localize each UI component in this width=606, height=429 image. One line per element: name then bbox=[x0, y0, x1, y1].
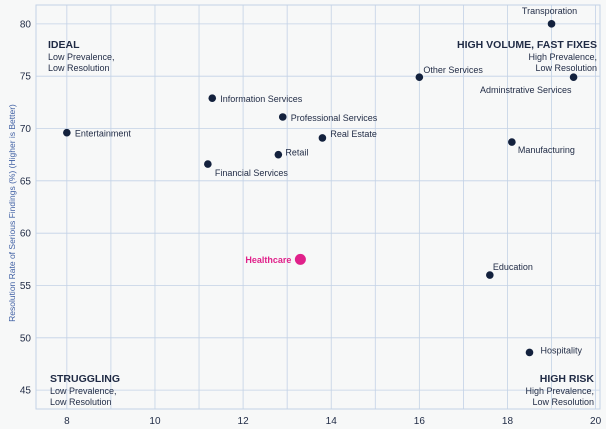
x-axis-ticks: 8 10 12 14 16 18 20 bbox=[64, 416, 602, 427]
data-point-label: Entertainment bbox=[75, 129, 132, 139]
data-point bbox=[508, 138, 516, 146]
data-point-group: Real Estate bbox=[318, 129, 377, 142]
data-point-label: Professional Services bbox=[291, 113, 378, 123]
quadrant-subtitle: Low Resolution bbox=[50, 397, 112, 407]
data-point bbox=[486, 271, 494, 279]
data-point-group: Adminstrative Services bbox=[480, 73, 578, 95]
quadrant-title: HIGH RISK bbox=[540, 373, 595, 385]
data-point-group: Hospitality bbox=[525, 345, 583, 357]
data-point bbox=[63, 128, 71, 137]
data-point bbox=[569, 73, 578, 82]
data-point bbox=[208, 94, 217, 102]
x-tick-label: 16 bbox=[414, 416, 426, 427]
data-point-label: Information Services bbox=[220, 94, 303, 104]
y-tick-label: 70 bbox=[20, 124, 32, 135]
data-point-group: Retail bbox=[274, 148, 308, 159]
data-point-group: Information Services bbox=[208, 94, 303, 104]
y-tick-label: 50 bbox=[20, 333, 32, 344]
quadrant-subtitle: Low Resolution bbox=[48, 63, 110, 73]
x-tick-label: 18 bbox=[502, 416, 514, 427]
data-point-label: Other Services bbox=[423, 65, 483, 75]
y-axis-title: Resolution Rate of Serious Findings (%) … bbox=[7, 104, 17, 322]
data-points: Transporation Other Services Adminstrative… bbox=[63, 6, 583, 357]
data-point bbox=[278, 113, 287, 121]
data-point-label: Retail bbox=[285, 148, 308, 158]
data-point-label: Financial Services bbox=[215, 168, 289, 178]
x-tick-label: 14 bbox=[326, 416, 338, 427]
y-tick-label: 45 bbox=[20, 386, 32, 397]
plot-area-border bbox=[35, 4, 601, 410]
y-tick-label: 75 bbox=[20, 72, 32, 83]
quadrant-title: IDEAL bbox=[48, 39, 80, 51]
data-point-group: Financial Services bbox=[204, 160, 288, 178]
quadrant-title: STRUGGLING bbox=[50, 373, 120, 385]
data-point-label: Education bbox=[493, 262, 533, 272]
quadrant-subtitle: Low Prevalence, bbox=[48, 52, 115, 62]
data-point-group: Other Services bbox=[415, 65, 483, 82]
data-point-group: Manufacturing bbox=[508, 138, 575, 155]
x-tick-label: 12 bbox=[238, 416, 250, 427]
data-point-label: Real Estate bbox=[330, 129, 377, 139]
y-tick-label: 60 bbox=[20, 229, 32, 240]
data-point bbox=[204, 160, 212, 168]
quadrant-subtitle: High Prevalence, bbox=[525, 386, 594, 396]
data-point-group: Transporation bbox=[522, 6, 577, 28]
y-tick-label: 55 bbox=[20, 281, 32, 292]
x-tick-label: 10 bbox=[149, 416, 161, 427]
data-point-group: Education bbox=[486, 262, 533, 279]
quadrant-subtitle: High Prevalence, bbox=[528, 52, 597, 62]
data-point-label: Hospitality bbox=[541, 345, 583, 355]
quadrant-subtitle: Low Resolution bbox=[532, 397, 594, 407]
data-point bbox=[415, 73, 424, 82]
quadrant-subtitle: Low Resolution bbox=[535, 63, 597, 73]
data-point bbox=[547, 20, 556, 28]
y-axis-ticks: 45 50 55 60 65 70 75 80 bbox=[20, 19, 32, 396]
data-point-group: Entertainment bbox=[63, 129, 131, 139]
y-tick-label: 65 bbox=[20, 176, 32, 187]
data-point-group: Professional Services bbox=[278, 113, 378, 123]
data-point bbox=[318, 134, 327, 142]
data-point bbox=[294, 253, 306, 265]
data-point-label: Healthcare bbox=[245, 255, 291, 265]
data-point bbox=[274, 150, 283, 159]
x-tick-label: 20 bbox=[590, 416, 602, 427]
quadrant-subtitle: Low Prevalence, bbox=[50, 386, 117, 396]
data-point-label: Transporation bbox=[522, 6, 577, 16]
x-tick-label: 8 bbox=[64, 416, 70, 427]
quadrant-title: HIGH VOLUME, FAST FIXES bbox=[457, 39, 597, 51]
y-tick-label: 80 bbox=[20, 19, 32, 30]
data-point-label: Adminstrative Services bbox=[480, 85, 572, 95]
data-point bbox=[525, 348, 534, 357]
data-point-group: Healthcare bbox=[245, 253, 306, 265]
data-point-label: Manufacturing bbox=[518, 145, 575, 155]
grid bbox=[35, 4, 601, 410]
